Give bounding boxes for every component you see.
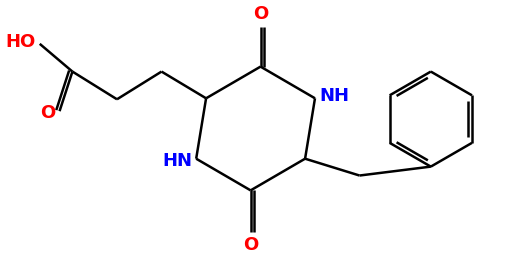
Text: HN: HN bbox=[162, 152, 192, 170]
Text: O: O bbox=[243, 236, 258, 254]
Text: NH: NH bbox=[319, 87, 349, 105]
Text: O: O bbox=[40, 104, 56, 122]
Text: O: O bbox=[253, 5, 268, 23]
Text: HO: HO bbox=[6, 33, 36, 51]
